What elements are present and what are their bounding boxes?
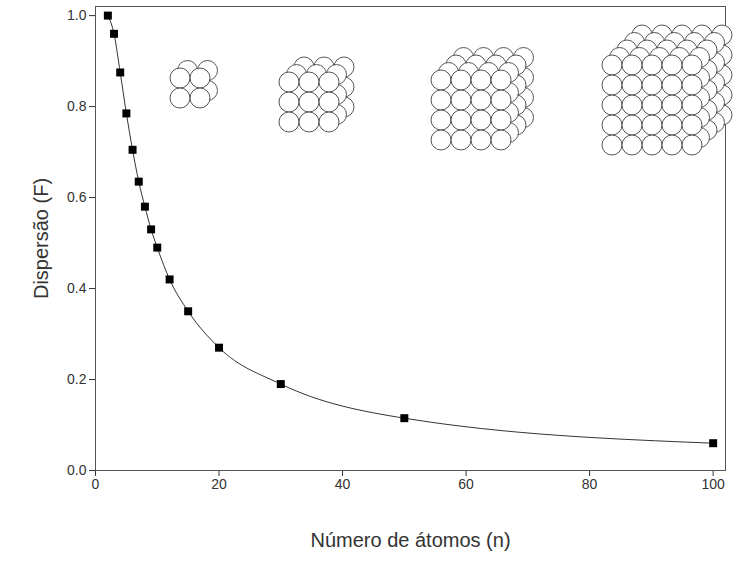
- svg-text:0.4: 0.4: [67, 280, 87, 296]
- svg-text:Dispersão (F): Dispersão (F): [30, 178, 52, 299]
- svg-text:20: 20: [211, 476, 227, 492]
- svg-text:40: 40: [335, 476, 351, 492]
- svg-text:1.0: 1.0: [67, 7, 87, 23]
- svg-text:0: 0: [92, 476, 100, 492]
- svg-text:0.6: 0.6: [67, 189, 87, 205]
- svg-text:60: 60: [458, 476, 474, 492]
- svg-text:80: 80: [582, 476, 598, 492]
- svg-text:100: 100: [701, 476, 725, 492]
- svg-text:Número de átomos (n): Número de átomos (n): [310, 529, 510, 551]
- svg-text:0.0: 0.0: [67, 462, 87, 478]
- svg-text:0.8: 0.8: [67, 98, 87, 114]
- svg-text:0.2: 0.2: [67, 371, 87, 387]
